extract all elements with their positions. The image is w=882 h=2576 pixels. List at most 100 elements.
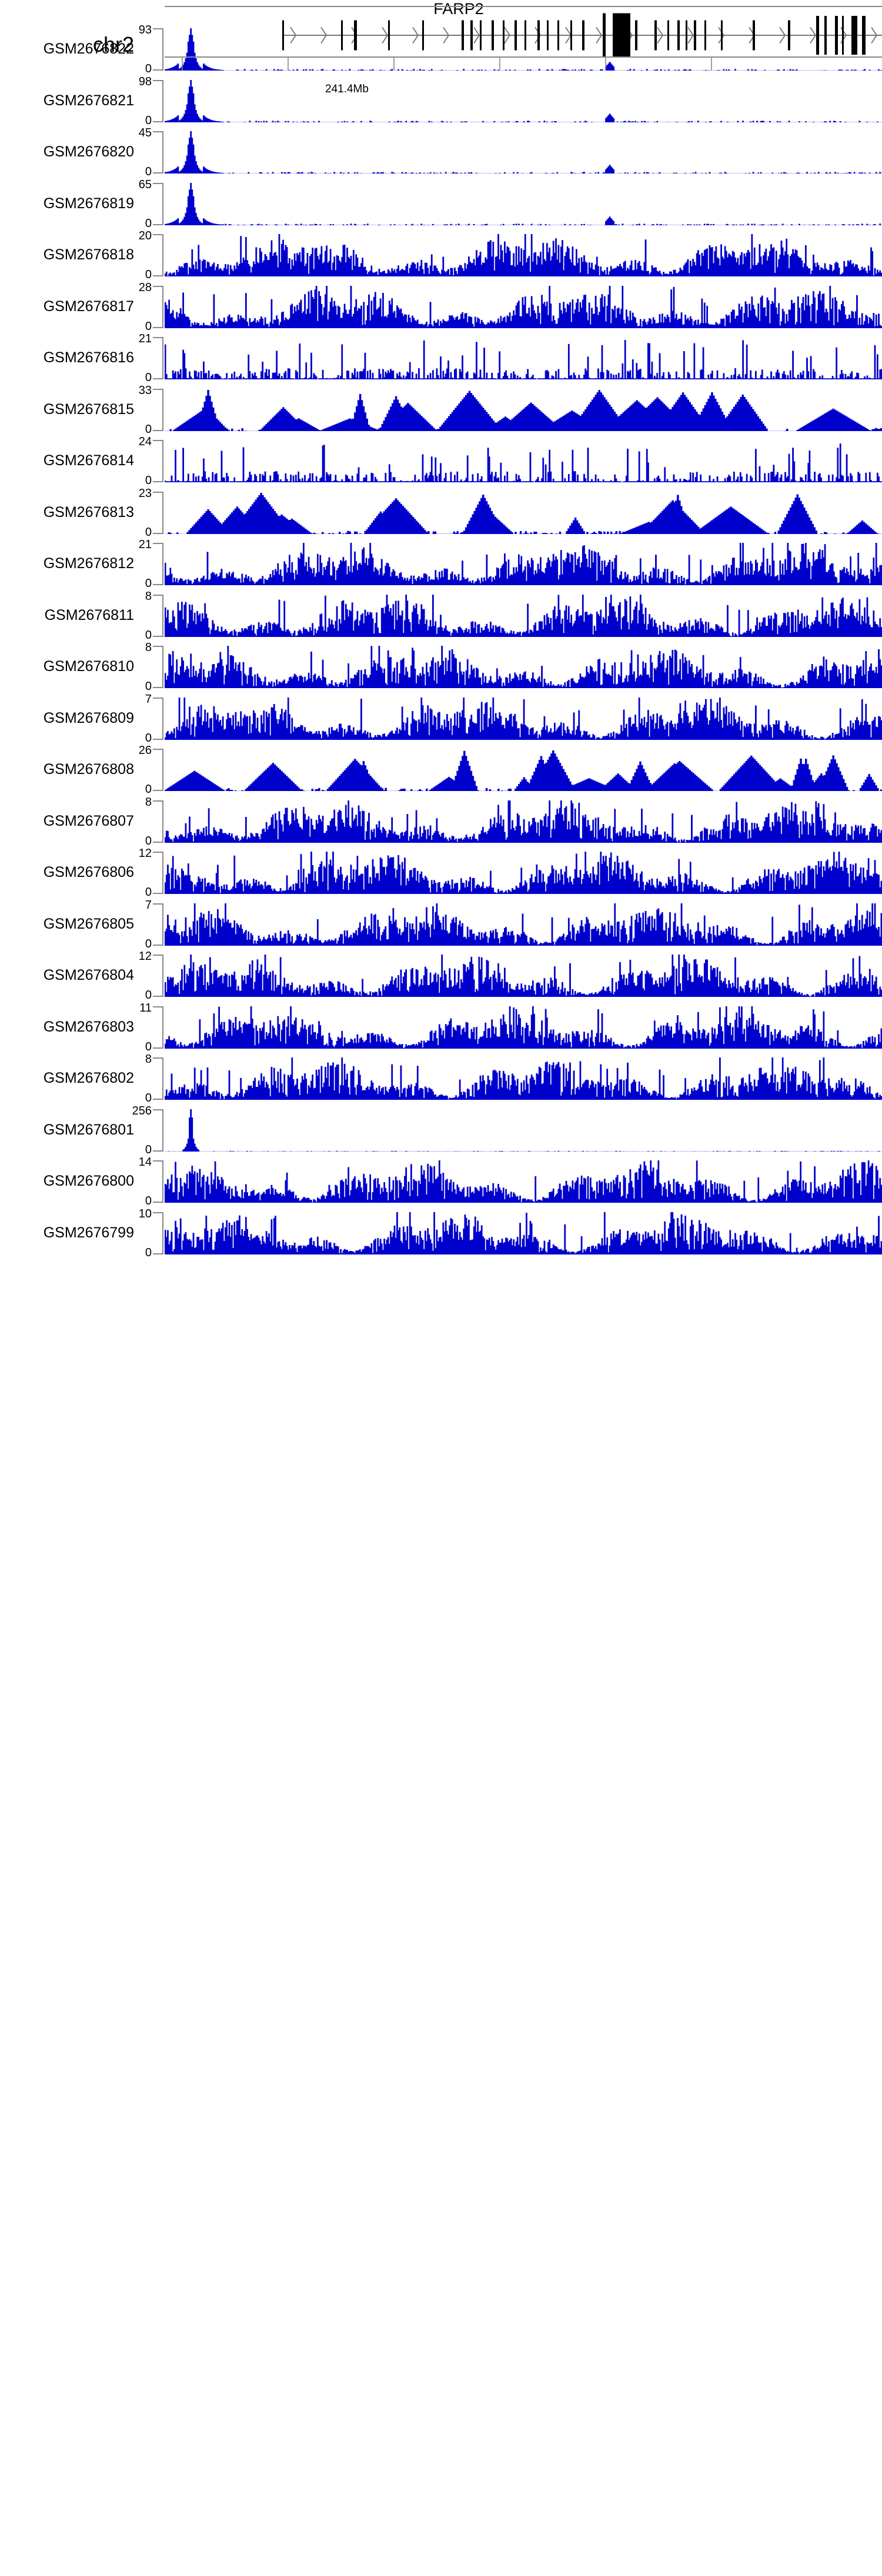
y-axis-min-value: 0 xyxy=(145,1194,152,1207)
y-axis-min-value: 0 xyxy=(145,577,152,590)
coverage-track[interactable]: GSM2676806 12 0 xyxy=(0,847,882,898)
y-axis-min-value: 0 xyxy=(145,937,152,950)
y-axis-spine xyxy=(162,903,163,946)
y-axis-tick-min xyxy=(153,1253,162,1254)
track-sample-label: GSM2676816 xyxy=(43,349,134,366)
track-y-axis: 98 0 xyxy=(138,76,163,126)
coverage-plot-area[interactable] xyxy=(165,131,882,173)
y-axis-tick-max xyxy=(153,1212,162,1213)
coverage-track[interactable]: GSM2676809 7 0 xyxy=(0,693,882,744)
y-axis-spine xyxy=(162,182,163,225)
coverage-track[interactable]: GSM2676807 8 0 xyxy=(0,796,882,847)
coverage-track[interactable]: GSM2676822 93 0 xyxy=(0,24,882,75)
coverage-track[interactable]: GSM2676804 12 0 xyxy=(0,950,882,1001)
coverage-track[interactable]: GSM2676816 21 0 xyxy=(0,333,882,383)
coverage-track[interactable]: GSM2676817 28 0 xyxy=(0,282,882,332)
gene-model-svg xyxy=(282,13,882,58)
coverage-track[interactable]: GSM2676808 26 0 xyxy=(0,745,882,795)
coverage-plot-area[interactable] xyxy=(165,903,882,946)
chromosome-ticks-svg xyxy=(182,56,712,71)
y-axis-min-value: 0 xyxy=(145,1092,152,1105)
coverage-track[interactable]: GSM2676818 20 0 xyxy=(0,230,882,281)
y-axis-tick-max xyxy=(153,1057,162,1059)
coverage-plot-area[interactable] xyxy=(165,492,882,534)
chromosome-ticks-plot xyxy=(165,56,882,80)
gene-annotation-track[interactable]: FARP2 xyxy=(0,0,882,71)
y-axis-max-value: 12 xyxy=(138,847,152,860)
coverage-plot-area[interactable] xyxy=(165,337,882,379)
coverage-track[interactable]: GSM2676812 21 0 xyxy=(0,539,882,589)
gene-model-plot[interactable] xyxy=(165,0,882,71)
y-axis-spine xyxy=(162,1160,163,1203)
track-sample-label: GSM2676800 xyxy=(43,1173,134,1189)
coverage-track[interactable]: GSM2676810 8 0 xyxy=(0,642,882,692)
coverage-track[interactable]: GSM2676805 7 0 xyxy=(0,899,882,950)
coverage-histogram-svg xyxy=(165,340,882,379)
y-axis-tick-max xyxy=(153,182,162,184)
coverage-plot-area[interactable] xyxy=(165,1109,882,1152)
y-axis-tick-min xyxy=(153,996,162,997)
coverage-track[interactable]: GSM2676820 45 0 xyxy=(0,127,882,178)
coverage-plot-area[interactable] xyxy=(165,1160,882,1203)
coverage-track[interactable]: GSM2676811 8 0 xyxy=(0,590,882,641)
y-axis-min-value: 0 xyxy=(145,114,152,127)
coverage-track[interactable]: GSM2676802 8 0 xyxy=(0,1053,882,1104)
coverage-track[interactable]: GSM2676815 33 0 xyxy=(0,385,882,435)
y-axis-spine xyxy=(162,388,163,431)
y-axis-tick-min xyxy=(153,893,162,894)
track-y-axis: 26 0 xyxy=(138,745,163,795)
coverage-plot-area[interactable] xyxy=(165,646,882,688)
y-axis-min-value: 0 xyxy=(145,680,152,693)
coverage-plot-area[interactable] xyxy=(165,594,882,637)
track-y-axis: 45 0 xyxy=(138,127,163,178)
y-axis-spine xyxy=(162,285,163,328)
coverage-plot-area[interactable] xyxy=(165,1212,882,1254)
coverage-plot-area[interactable] xyxy=(165,28,882,71)
coverage-plot-area[interactable] xyxy=(165,182,882,225)
coverage-histogram-svg xyxy=(165,28,882,71)
coverage-track[interactable]: GSM2676813 23 0 xyxy=(0,488,882,538)
coverage-plot-area[interactable] xyxy=(165,543,882,585)
coverage-track[interactable]: GSM2676814 24 0 xyxy=(0,436,882,486)
coverage-plot-area[interactable] xyxy=(165,852,882,894)
coverage-plot-area[interactable] xyxy=(165,800,882,843)
coverage-track[interactable]: GSM2676819 65 0 xyxy=(0,179,882,229)
track-y-axis: 14 0 xyxy=(138,1156,163,1207)
y-axis-max-value: 7 xyxy=(145,898,152,912)
coverage-track[interactable]: GSM2676800 14 0 xyxy=(0,1156,882,1207)
coverage-track[interactable]: GSM2676821 98 0 xyxy=(0,76,882,126)
track-y-axis: 21 0 xyxy=(138,539,163,589)
coverage-track[interactable]: GSM2676801 256 0 xyxy=(0,1105,882,1156)
y-axis-max-value: 11 xyxy=(139,1001,152,1015)
y-axis-spine xyxy=(162,234,163,276)
coverage-track[interactable]: GSM2676803 11 0 xyxy=(0,1002,882,1053)
coverage-plot-area[interactable] xyxy=(165,285,882,328)
y-axis-spine xyxy=(162,131,163,173)
track-sample-label: GSM2676809 xyxy=(43,709,134,726)
coverage-plot-area[interactable] xyxy=(165,749,882,791)
coverage-histogram-svg xyxy=(165,800,882,843)
y-axis-tick-min xyxy=(153,1150,162,1152)
coverage-histogram-svg xyxy=(165,750,882,791)
track-y-axis: 21 0 xyxy=(138,333,163,383)
y-axis-tick-max xyxy=(153,285,162,287)
coverage-plot-area[interactable] xyxy=(165,697,882,740)
y-axis-tick-min xyxy=(153,532,162,534)
y-axis-tick-max xyxy=(153,28,162,29)
y-axis-tick-min xyxy=(153,326,162,328)
coverage-track[interactable]: GSM2676799 10 0 xyxy=(0,1208,882,1259)
coverage-plot-area[interactable] xyxy=(165,234,882,276)
y-axis-tick-min xyxy=(153,378,162,379)
coverage-plot-area[interactable] xyxy=(165,955,882,997)
coverage-plot-area[interactable] xyxy=(165,389,882,431)
track-y-axis: 11 0 xyxy=(138,1002,163,1053)
coverage-plot-area[interactable] xyxy=(165,1006,882,1049)
track-sample-label: GSM2676804 xyxy=(43,967,134,983)
y-axis-min-value: 0 xyxy=(145,525,152,539)
y-axis-max-value: 65 xyxy=(138,178,152,191)
y-axis-tick-max xyxy=(153,903,162,905)
y-axis-min-value: 0 xyxy=(145,474,152,487)
coverage-plot-area[interactable] xyxy=(165,1057,882,1100)
y-axis-tick-max xyxy=(153,388,162,390)
coverage-plot-area[interactable] xyxy=(165,440,882,482)
